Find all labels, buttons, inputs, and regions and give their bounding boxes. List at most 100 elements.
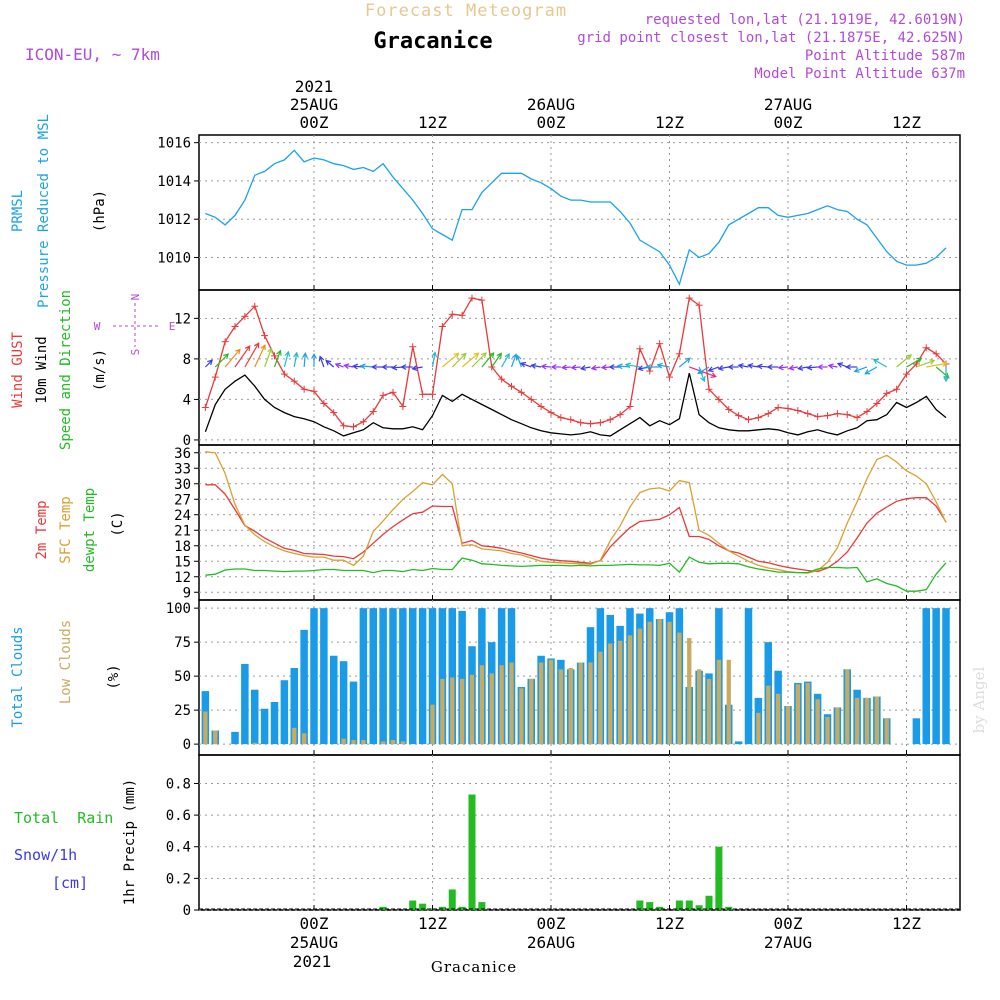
wind-arrow-shaft	[501, 353, 510, 368]
wind-arrow-head	[235, 348, 241, 355]
wind-arrow	[853, 366, 868, 373]
total-cloud-bar	[339, 661, 348, 745]
wind-arrow-head	[827, 363, 834, 370]
wind-arrow	[441, 352, 460, 368]
rain-bar	[438, 906, 446, 910]
total-cloud-bar	[310, 608, 318, 745]
low-cloud-bar	[341, 738, 346, 745]
bottom-date-label: 27AUG	[764, 933, 812, 952]
wind-arrow	[827, 363, 838, 370]
wind-speed-dir-label: Speed and Direction	[58, 290, 74, 450]
low-cloud-bar	[815, 699, 820, 745]
wind-arrow-head	[717, 365, 724, 371]
total-cloud-bar	[369, 608, 377, 745]
wind-arrow	[254, 344, 266, 368]
wind-arrow-head	[530, 363, 537, 369]
total-cloud-bar	[744, 608, 753, 745]
wind-arrow	[579, 365, 591, 371]
model-altitude: Model Point Altitude 637m	[754, 66, 965, 82]
wind-arrow-head	[943, 376, 949, 383]
rain-bar	[675, 900, 683, 910]
low-cloud-bar	[884, 718, 889, 745]
wind-arrow	[727, 364, 739, 370]
grid-point-coords: grid point closest lon,lat (21.1875E, 42…	[577, 30, 965, 46]
gust-line	[204, 296, 947, 428]
y-tick-label: 27	[174, 492, 191, 508]
wind-arrow-head	[817, 364, 823, 370]
wind-arrow-head	[864, 369, 871, 375]
low-cloud-bar	[568, 667, 573, 745]
wind-arrow-head	[616, 363, 623, 370]
total-cloud-bar	[359, 608, 368, 745]
low-cloud-bar	[400, 741, 406, 745]
rain-bar	[646, 902, 654, 910]
wind-arrow	[302, 352, 308, 368]
low-cloud-bar	[706, 678, 712, 745]
total-cloud-bar	[389, 608, 397, 745]
low-cloud-bar	[292, 727, 297, 745]
low-cloud-bar	[835, 707, 840, 745]
low-cloud-bar	[617, 640, 623, 745]
y-tick-label: 50	[174, 669, 191, 685]
low-cloud-bar	[716, 659, 722, 745]
wind-arrow-head	[244, 345, 251, 352]
wind-arrow-head	[496, 352, 503, 359]
wind-arrow	[471, 352, 487, 368]
wind-arrow	[400, 364, 413, 370]
low-cloud-bar	[509, 662, 514, 745]
low-cloud-bar	[766, 685, 771, 745]
wind-arrow-shaft	[591, 366, 601, 370]
bottom-time-label: 00Z	[774, 914, 803, 933]
wind-arrow-head	[853, 367, 860, 373]
wind-arrow-shaft	[254, 345, 266, 368]
wind-arrow	[836, 362, 848, 368]
wind-arrow-head	[656, 362, 663, 369]
wind-arrow-shaft	[896, 354, 912, 368]
y-tick-label: 36	[174, 446, 191, 462]
wind-arrow-head	[560, 364, 568, 371]
wind-arrow-shaft	[689, 366, 716, 378]
wind-arrow	[325, 359, 335, 368]
wind-arrow	[501, 352, 510, 368]
wind-arrow	[359, 363, 374, 370]
snow-label: Snow/1h	[14, 846, 77, 864]
wind-arrow-head	[906, 354, 913, 360]
total-cloud-bar	[409, 608, 417, 745]
wind-arrow	[481, 352, 495, 368]
wind-arrow	[530, 363, 542, 369]
wind-arrow	[788, 364, 798, 371]
wind-arrow-shaft	[562, 366, 571, 369]
rain-bar	[409, 900, 417, 910]
compass-e: E	[169, 320, 176, 333]
wind-arrow	[293, 351, 299, 368]
low-cloud-bar	[351, 740, 356, 745]
total-cloud-bar	[922, 608, 930, 745]
temp-sfc-label: SFC Temp	[58, 496, 74, 563]
low-cloud-bar	[598, 651, 603, 745]
low-cloud-bar	[756, 712, 761, 745]
wind-arrow	[806, 364, 818, 371]
wind-arrow	[845, 364, 858, 370]
rain-bar	[636, 900, 644, 910]
bottom-time-label: 00Z	[537, 914, 566, 933]
wind-arrow-head	[207, 359, 213, 366]
wind-arrow-head	[540, 363, 547, 370]
top-time-label: 00Z	[774, 113, 803, 132]
wind-arrow	[381, 364, 393, 370]
low-cloud-bar	[548, 659, 554, 745]
wind-arrow-shaft	[678, 357, 691, 368]
wind-arrow	[264, 347, 273, 368]
precip-unit-label: 1hr Precip (mm)	[122, 779, 138, 905]
wind-arrow-head	[318, 355, 325, 362]
wind-arrow-head	[700, 376, 706, 383]
wind-arrow-head	[334, 362, 341, 369]
compass-s: S	[129, 349, 142, 356]
wind-arrow-head	[391, 364, 398, 371]
wind-arrow-head	[253, 342, 260, 349]
wind-arrow-head	[276, 349, 282, 356]
low-cloud-bar	[696, 669, 702, 745]
wind-arrow-shaft	[234, 345, 251, 368]
wind-arrow	[645, 364, 660, 370]
wind-arrow	[689, 366, 717, 378]
